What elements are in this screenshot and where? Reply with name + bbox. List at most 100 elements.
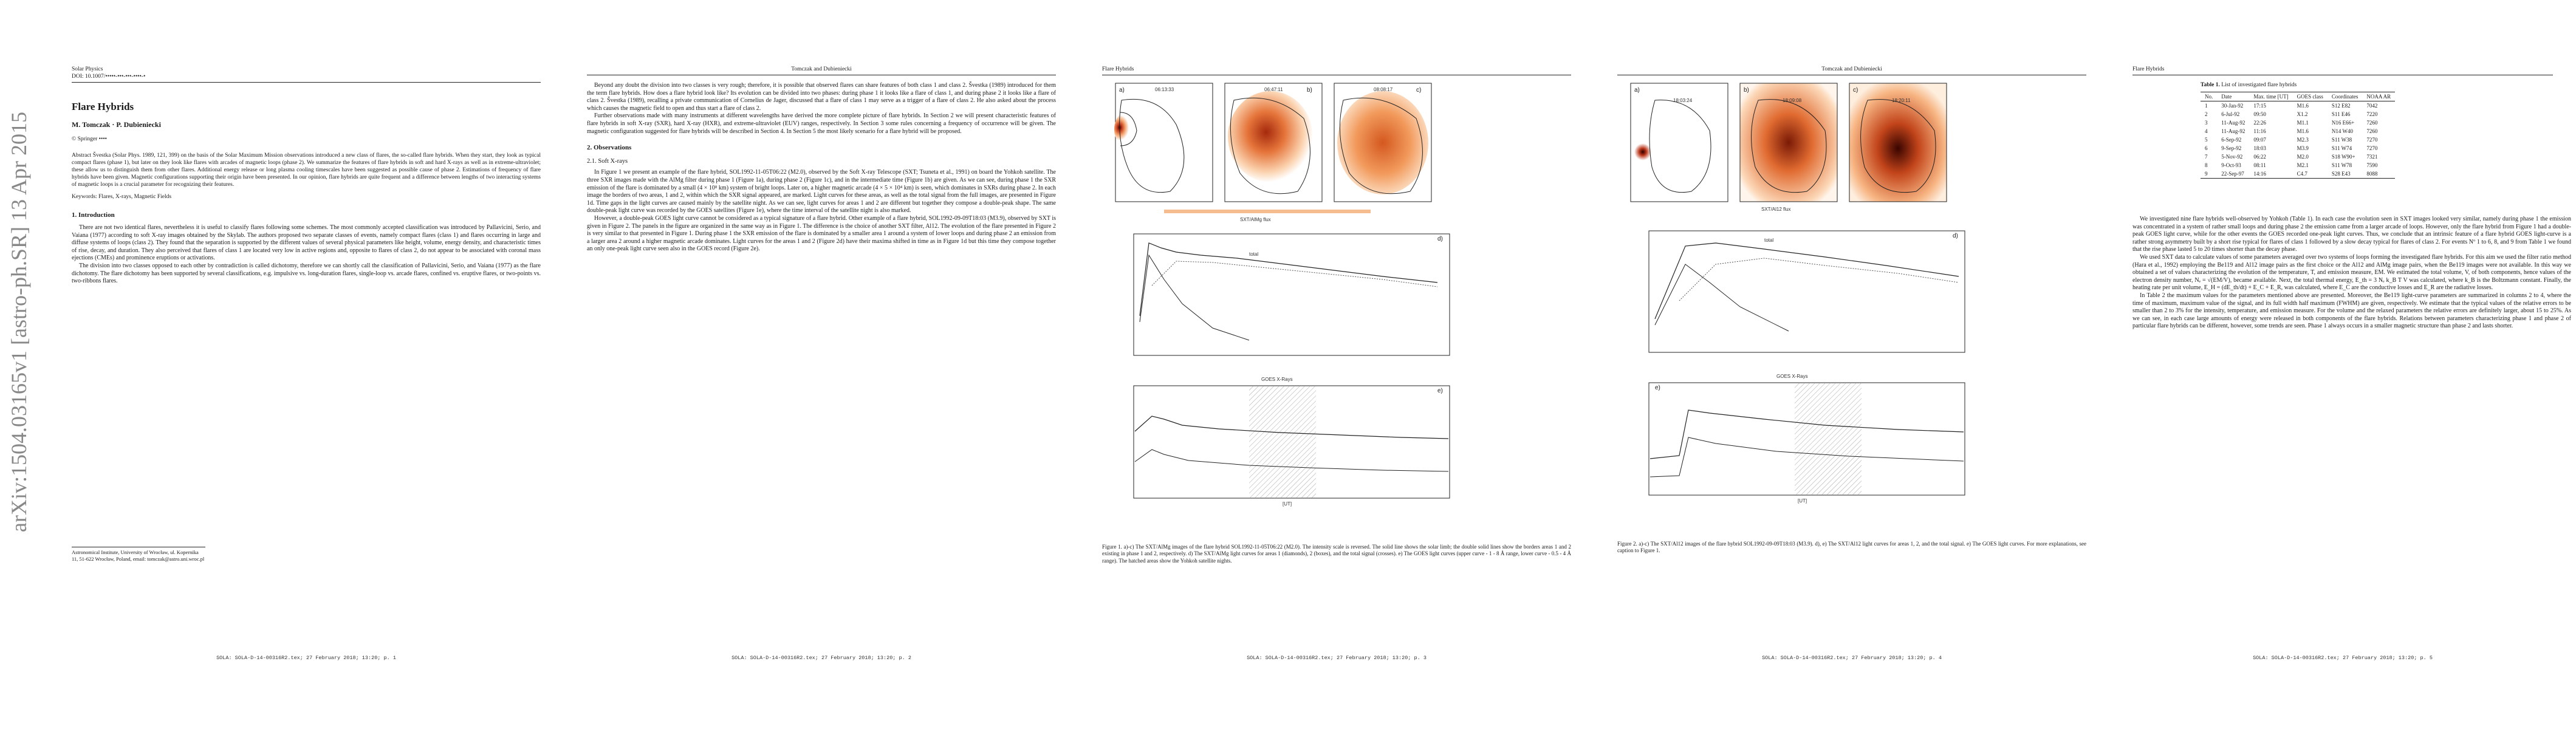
image-panel-b [1224,83,1323,202]
panel-label-a: a) [1634,87,1640,94]
table-cell: 7220 [2366,111,2378,117]
table-cell: 7270 [2366,137,2378,143]
running-head: Tomczak and Dubieniecki [587,66,1056,75]
panel-time-a: 18:03:24 [1673,98,1693,103]
table-cell: S18 W90+ [2331,154,2355,160]
table-cell: S11 W74 [2331,145,2352,151]
goes-panel-label: e) [1655,385,1660,391]
image-panel-a [1630,83,1728,202]
table-row: 2 6-Jul-92 09:50 X1.2 S11 E46 7220 [2201,110,2395,118]
table-cell: 3 [2205,120,2208,126]
table-cell: N14 W40 [2331,128,2353,134]
panel-time-a: 06:13:33 [1155,87,1174,92]
running-head-text: Tomczak and Dubieniecki [791,66,852,72]
table-row: 7 5-Nov-92 06:22 M2.0 S18 W90+ 7321 [2201,152,2395,161]
page-footer: SOLA: SOLA-D-14-00316R2.tex; 27 February… [1594,655,2109,661]
table-cell: M2.3 [2297,137,2309,143]
paragraph: There are not two identical flares, neve… [72,224,541,262]
footer-text: SOLA: SOLA-D-14-00316R2.tex; 27 February… [731,655,905,661]
table-cell: 7260 [2366,120,2378,126]
goes-title: GOES X-Rays [1261,377,1293,382]
figure-2-lightcurve: d) total [1643,228,1971,361]
table-row: 6 9-Sep-92 18:03 M3.9 S11 W74 7270 [2201,144,2395,152]
table-row: 1 30-Jan-92 17:15 M1.6 S12 E82 7042 [2201,101,2395,111]
table-cell: S11 E46 [2331,111,2351,117]
figure-1-caption: Figure 1. a)-c) The SXT/AlMg images of t… [1102,544,1571,564]
paragraph: In Table 2 the maximum values for the pa… [2132,292,2571,330]
page-number: 3 [1423,655,1427,661]
panel-label-a: a) [1119,87,1125,94]
table-cell: 6-Jul-92 [2221,111,2240,117]
table-row: 4 11-Aug-92 11:16 M1.6 N14 W40 7260 [2201,127,2395,135]
panel-time-c: 18:20:11 [1892,98,1911,103]
table-title: Table 1. List of investigated flare hybr… [2201,82,2395,88]
page-5-body: We investigated nine flare hybrids well-… [2132,216,2571,330]
lightcurve-panel-label: d) [1953,233,1958,239]
panel-time-c: 08:08:17 [1374,87,1393,92]
table-header: NOAA AR [2362,92,2396,101]
table-number: Table 1. [2201,82,2220,88]
section-heading: 2. Observations [587,144,632,152]
running-head: Flare Hybrids [1102,66,1571,75]
authors: M. Tomczak · P. Dubieniecki [72,120,161,129]
goes-graphics [1133,385,1450,499]
table-cell: 6 [2205,145,2208,151]
table-cell: N16 E66+ [2331,120,2355,126]
image-panel-a [1114,83,1213,202]
footer-text: SOLA: SOLA-D-14-00316R2.tex; 27 February… [216,655,390,661]
section-heading: 1. Introduction [72,211,115,219]
panel-time-b: 18:09:08 [1783,98,1802,103]
table-row: 5 6-Sep-92 09:07 M2.3 S11 W38 7270 [2201,135,2395,144]
running-head: Tomczak and Dubieniecki [1617,66,2086,75]
lightcurve-graphics [1133,233,1450,356]
paragraph: In Figure 1 we present an example of the… [587,169,1056,214]
table-header: Max. time [UT] [2249,92,2293,101]
table-cell: M3.9 [2297,145,2309,151]
running-head-text: Flare Hybrids [2132,66,2165,72]
footer-text: SOLA: SOLA-D-14-00316R2.tex; 27 February… [1247,655,1420,661]
table-cell: 18:03 [2253,145,2266,151]
lightcurve-total-label: total [1764,238,1774,243]
table-cell: 9-Oct-93 [2221,162,2241,168]
figure-2-caption: Figure 2. a)-c) The SXT/Al12 images of t… [1617,541,2086,554]
table-cell: 9 [2201,169,2218,179]
table-cell: 06:22 [2253,154,2266,160]
panel-time-b: 06:47:11 [1264,87,1283,92]
table-cell: 11-Aug-92 [2221,128,2245,134]
table-cell: 7260 [2366,128,2378,134]
doi: DOI: 10.1007/•••••-•••-•••-••••-• [72,74,146,80]
table-cell: 22:26 [2253,120,2266,126]
paragraph: Beyond any doubt the division into two c… [587,82,1056,112]
paragraph: The division into two classes opposed to… [72,262,541,285]
paragraph: We used SXT data to calculate values of … [2132,253,2571,292]
lightcurve-total-label: total [1249,252,1259,257]
paragraph: However, a double-peak GOES light curve … [587,214,1056,253]
footer-text: SOLA: SOLA-D-14-00316R2.tex; 27 February… [2253,655,2427,661]
table-cell: 7270 [2366,145,2378,151]
table-cell: 7590 [2366,162,2378,168]
table-cell: C4.7 [2292,169,2328,179]
table-cell: 09:07 [2253,137,2266,143]
table-cell: 11-Aug-92 [2221,120,2245,126]
lightcurve-panel-label: d) [1437,236,1443,242]
paragraph: Further observations made with many inst… [587,112,1056,135]
table-cell: 8 [2205,162,2208,168]
table-cell: 30-Jan-92 [2221,103,2244,109]
figure-1-graphics [1114,83,1432,213]
table-row: 9 22-Sep-97 14:16 C4.7 S28 E43 8088 [2201,169,2396,179]
table-header: No. [2201,92,2218,101]
ut-label: [UT] [1798,498,1807,504]
page-number: 5 [2429,655,2433,661]
table-cell: 7042 [2366,103,2378,109]
running-head-text: Flare Hybrids [1102,66,1134,72]
page-5: Flare Hybrids Table 1. List of investiga… [2109,0,2576,729]
affiliation: Astronomical Institute, University of Wr… [72,547,205,563]
goes-panel-label: e) [1437,388,1443,394]
abstract: Abstract Švestka (Solar Phys. 1989, 121,… [72,152,541,188]
table-header: GOES class [2292,92,2328,101]
page-footer: SOLA: SOLA-D-14-00316R2.tex; 27 February… [2109,655,2576,661]
figure-2: a) 18:03:24 b) 18:09:08 c) 18:20:11 SXT/… [1619,76,2092,222]
table-body: 1 30-Jan-92 17:15 M1.6 S12 E82 7042 2 6-Jul-92 0… [2201,101,2396,179]
page-2-body: Beyond any doubt the division into two c… [587,82,1056,253]
table-cell: 14:16 [2249,169,2293,179]
